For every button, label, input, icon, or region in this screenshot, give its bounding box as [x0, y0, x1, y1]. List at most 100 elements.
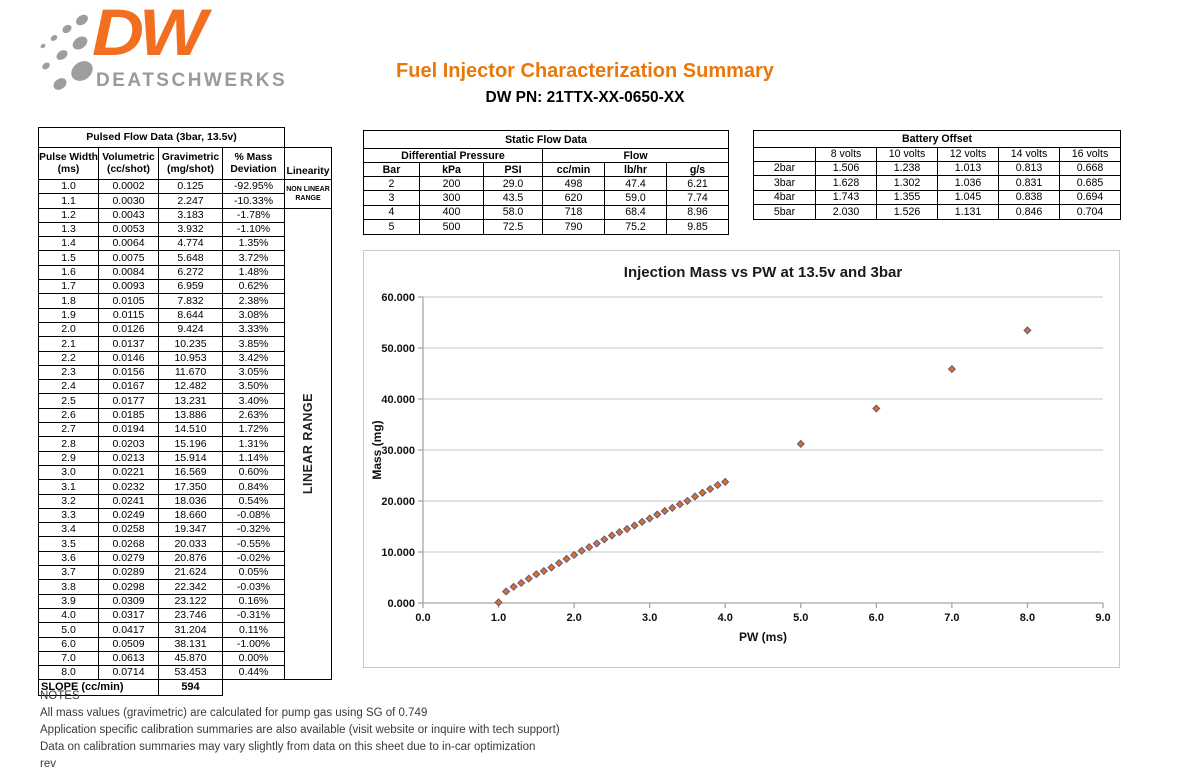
- pulsed-flow-body: Pulsed Flow Data (3bar, 13.5v) Pulse Widt…: [38, 127, 332, 697]
- data-point: [502, 587, 511, 596]
- data-point: [683, 496, 692, 505]
- table-cell: 6.0: [38, 636, 99, 652]
- table-cell: 18.660: [158, 507, 223, 524]
- table-cell: 3.42%: [222, 350, 285, 366]
- column-header: PSI: [483, 162, 543, 177]
- column-header: Linearity: [284, 147, 332, 180]
- table-cell: 5bar: [753, 204, 816, 220]
- table-cell: 1.302: [876, 175, 938, 191]
- table-cell: 3.72%: [222, 250, 285, 266]
- table-cell: 2.7: [38, 422, 99, 438]
- data-point: [630, 521, 639, 530]
- table-cell: 6.959: [158, 279, 223, 295]
- table-cell: 0.0417: [98, 622, 159, 638]
- data-point: [547, 563, 556, 572]
- table-cell: 1.238: [876, 160, 938, 177]
- x-tick-label: 9.0: [1095, 612, 1110, 624]
- table-cell: 7.74: [665, 190, 730, 206]
- table-row: Differential Pressure Flow: [363, 148, 730, 163]
- table-cell: 1.131: [937, 204, 999, 220]
- table-cell: 0.0309: [98, 593, 159, 609]
- table-row: 3bar 1.628 1.302 1.036 0.831 0.685: [753, 175, 1121, 191]
- table-cell: 0.0203: [98, 436, 159, 452]
- table-row: 1.1 0.0030 2.247 -10.33%: [38, 193, 332, 209]
- table-cell: 1.14%: [222, 450, 285, 466]
- table-cell: 200: [419, 175, 484, 192]
- table-cell: 1.7: [38, 279, 99, 295]
- table-cell: 3.183: [158, 207, 223, 223]
- table-cell: 21.624: [158, 565, 223, 581]
- table-cell: 2.63%: [222, 407, 285, 424]
- notes-heading: NOTES: [40, 690, 80, 702]
- table-row: 2.2 0.0146 10.953 3.42%: [38, 350, 332, 366]
- table-cell: 0.0249: [98, 507, 159, 524]
- table-cell: 0.668: [1059, 160, 1121, 177]
- table-cell: 3.4: [38, 522, 99, 538]
- table-cell: 15.914: [158, 450, 223, 466]
- table-cell: 1.013: [937, 160, 999, 177]
- table-cell: 0.44%: [222, 665, 285, 681]
- table-row: 3 300 43.5 620 59.0 7.74: [363, 190, 730, 206]
- table-cell: 0.0185: [98, 407, 159, 424]
- table-cell: 1.045: [937, 189, 999, 206]
- column-header: [753, 147, 816, 162]
- y-tick-label: 30.000: [381, 445, 415, 457]
- table-cell: 0.0268: [98, 536, 159, 552]
- table-cell: 1.3: [38, 221, 99, 238]
- table-cell: 0.62%: [222, 279, 285, 295]
- table-cell: 13.231: [158, 393, 223, 409]
- table-row: 4.0 0.0317 23.746 -0.31%: [38, 607, 332, 624]
- x-tick-label: 8.0: [1020, 612, 1035, 624]
- table-cell: -0.02%: [222, 550, 285, 567]
- x-tick-label: 6.0: [869, 612, 884, 624]
- table-cell: 6.21: [665, 175, 730, 192]
- table-cell: 2.4: [38, 379, 99, 395]
- table-cell: 3.85%: [222, 336, 285, 352]
- table-cell: 0.0177: [98, 393, 159, 409]
- table-row: Bar kPa PSI cc/min lb/hr g/s: [363, 162, 730, 177]
- table-row: Pulse Width (ms) Volumetric (cc/shot) Gravim…: [38, 147, 332, 180]
- data-point: [554, 558, 564, 568]
- table-cell: 0.0115: [98, 307, 159, 323]
- table-cell: 0.0156: [98, 364, 159, 381]
- data-point: [660, 506, 669, 516]
- slope-label: SLOPE (cc/min): [38, 679, 159, 697]
- column-header: lb/hr: [604, 162, 667, 177]
- logo-dots-icon: [40, 14, 93, 90]
- table-row: 3.2 0.0241 18.036 0.54%: [38, 493, 332, 509]
- table-row: 1.7 0.0093 6.959 0.62%: [38, 279, 332, 295]
- table-cell: [222, 679, 285, 696]
- column-header: kPa: [419, 162, 484, 177]
- table-row: 3.5 0.0268 20.033 -0.55%: [38, 536, 332, 552]
- table-cell: 58.0: [483, 204, 543, 221]
- table-row: 2 200 29.0 498 47.4 6.21: [363, 175, 730, 192]
- table-cell: 1.5: [38, 250, 99, 266]
- data-point: [668, 503, 677, 512]
- data-point: [570, 550, 579, 560]
- table-cell: 2.5: [38, 393, 99, 409]
- table-cell: 45.870: [158, 650, 223, 667]
- table-cell: 4.0: [38, 607, 99, 624]
- table-cell: 31.204: [158, 622, 223, 638]
- table-cell: 3.6: [38, 550, 99, 567]
- table-cell: 790: [542, 219, 605, 235]
- table-row: 2.7 0.0194 14.510 1.72%: [38, 422, 332, 438]
- table-cell: 1.48%: [222, 264, 285, 281]
- table-cell: 47.4: [604, 175, 667, 192]
- table-row: Battery Offset: [753, 130, 1121, 148]
- data-point: [653, 510, 662, 519]
- table-cell: 0.0258: [98, 522, 159, 538]
- table-cell: 3.7: [38, 565, 99, 581]
- notes-section: NOTES All mass values (gravimetric) are …: [40, 688, 560, 773]
- table-cell: 0.846: [998, 204, 1060, 220]
- table-cell: 0.0232: [98, 479, 159, 495]
- battery-offset-body: Battery Offset 8 volts 10 volts 12 volts 14 …: [753, 130, 1121, 220]
- table-cell: 1.355: [876, 189, 938, 206]
- table-cell: 1.743: [815, 189, 877, 206]
- table-cell: 0.694: [1059, 189, 1121, 206]
- table-cell: 16.569: [158, 464, 223, 481]
- table-cell: 0.0053: [98, 221, 159, 238]
- data-point: [713, 480, 722, 490]
- table-cell: 0.0194: [98, 422, 159, 438]
- data-point: [615, 528, 624, 537]
